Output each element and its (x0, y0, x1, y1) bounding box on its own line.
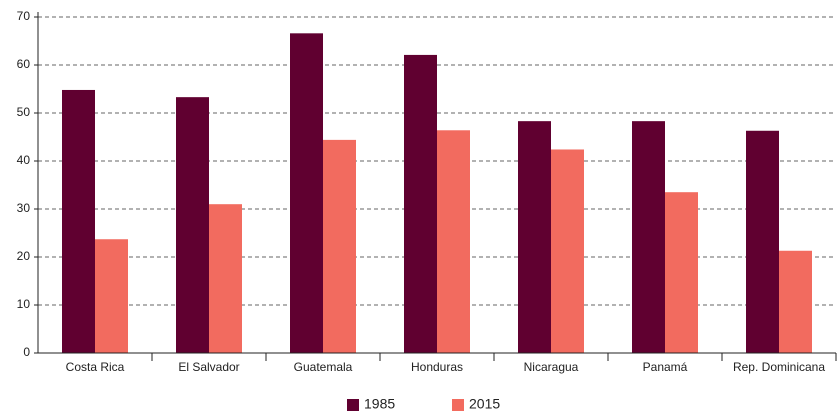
bar (518, 121, 551, 353)
legend-label: 2015 (469, 396, 500, 412)
bar (437, 130, 470, 353)
bar (632, 121, 665, 353)
y-tick-label: 20 (17, 249, 31, 263)
bar (779, 250, 812, 353)
x-tick-label: Panamá (643, 360, 688, 374)
x-tick-label: Honduras (411, 360, 463, 374)
x-tick-label: Guatemala (294, 360, 353, 374)
y-tick-label: 40 (17, 153, 31, 167)
x-tick-label: Rep. Dominicana (733, 360, 825, 374)
y-tick-label: 0 (23, 345, 30, 359)
bar (404, 54, 437, 354)
bar (290, 33, 323, 353)
bar (176, 97, 209, 353)
bar (746, 130, 779, 353)
bar (95, 239, 128, 353)
bar (323, 139, 356, 353)
bar (665, 192, 698, 353)
x-tick-label: Nicaragua (524, 360, 579, 374)
bar (62, 89, 95, 354)
legend-swatch (452, 399, 464, 411)
x-tick-label: Costa Rica (66, 360, 125, 374)
y-tick-label: 70 (17, 9, 31, 23)
y-tick-label: 50 (17, 105, 31, 119)
legend-swatch (347, 399, 359, 411)
legend-label: 1985 (364, 396, 395, 412)
bar (551, 149, 584, 353)
bar (209, 204, 242, 353)
y-tick-label: 60 (17, 57, 31, 71)
y-tick-label: 10 (17, 297, 31, 311)
y-tick-label: 30 (17, 201, 31, 215)
x-tick-label: El Salvador (178, 360, 239, 374)
